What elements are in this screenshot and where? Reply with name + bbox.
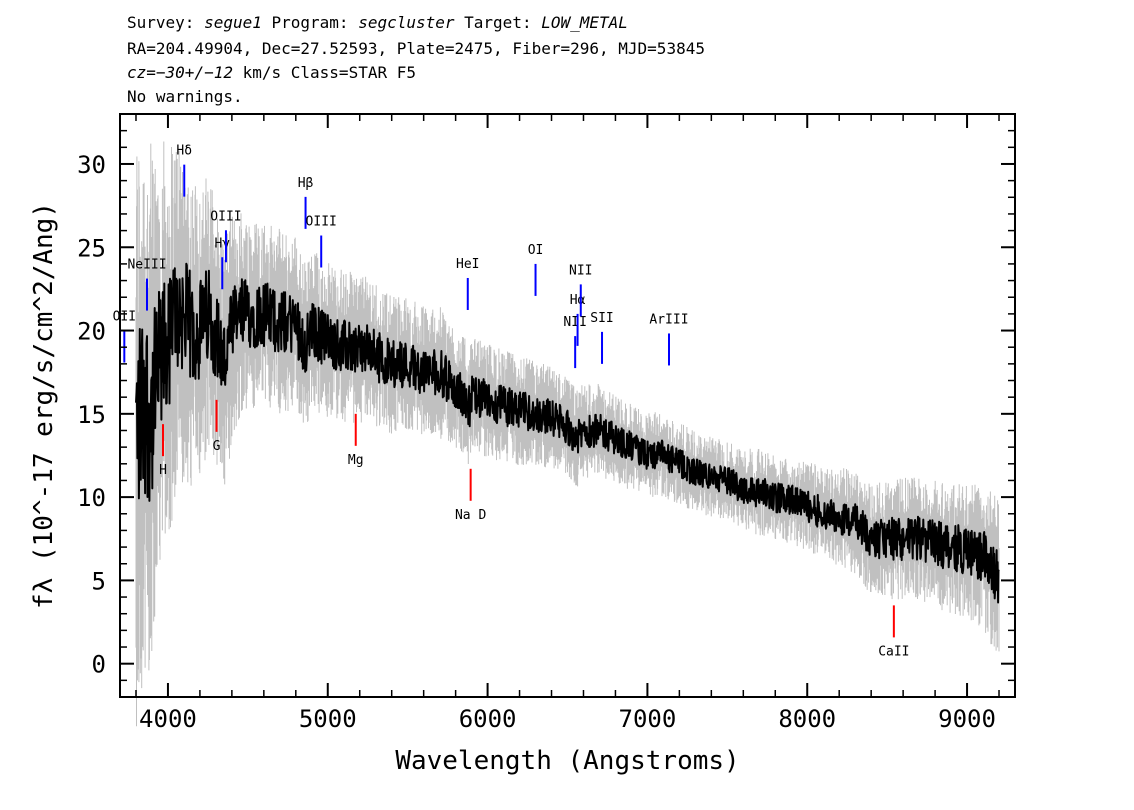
target-value: LOW_METAL <box>541 13 628 32</box>
program-label: Program: <box>261 13 359 32</box>
absorption-label: H <box>159 463 167 478</box>
x-tick-label: 4000 <box>139 705 197 733</box>
emission-label: NII <box>569 263 592 278</box>
emission-label: ArIII <box>649 312 688 327</box>
header-line-4: No warnings. <box>127 87 243 106</box>
emission-label: OIII <box>306 215 337 230</box>
x-axis-label: Wavelength (Angstroms) <box>395 746 739 776</box>
emission-label: NII <box>563 315 586 330</box>
survey-label: Survey: <box>127 13 205 32</box>
y-tick-label: 20 <box>77 318 106 346</box>
axis-ticks: 4000 5000 6000 7000 8000 9000 0 5 10 15 20 25 30 <box>77 113 1015 733</box>
target-label: Target: <box>454 13 542 32</box>
x-tick-label: 5000 <box>299 705 357 733</box>
x-tick-label: 6000 <box>459 705 517 733</box>
x-tick-label: 7000 <box>619 705 677 733</box>
y-tick-label: 0 <box>92 651 106 679</box>
emission-label: OIII <box>210 209 241 224</box>
absorption-label: Mg <box>348 453 364 468</box>
absorption-label: CaII <box>878 644 909 659</box>
emission-label: HeI <box>456 257 479 272</box>
y-axis-label: fλ (10^-17 erg/s/cm^2/Ang) <box>29 202 59 609</box>
y-tick-label: 5 <box>92 567 106 595</box>
absorption-label: G <box>213 439 221 454</box>
absorption-label: Na D <box>455 508 486 523</box>
emission-label: Hγ <box>214 236 230 251</box>
emission-label: NeIII <box>127 258 166 273</box>
cz-value: −30+/−12 <box>155 63 233 82</box>
plot-frame <box>119 113 1016 698</box>
y-tick-label: 25 <box>77 234 106 262</box>
emission-label: OI <box>528 243 544 258</box>
header-line-2: RA=204.49904, Dec=27.52593, Plate=2475, … <box>127 39 705 58</box>
emission-label: Hδ <box>176 144 192 159</box>
header-line-1: Survey: segue1 Program: segcluster Targe… <box>127 14 628 32</box>
flux-line <box>135 262 1000 604</box>
emission-label: SII <box>590 311 613 326</box>
program-value: segcluster <box>358 13 455 32</box>
emission-label: Hα <box>570 293 586 308</box>
x-tick-label: 9000 <box>938 705 996 733</box>
flux-layer <box>135 262 1000 604</box>
y-tick-label: 30 <box>77 151 106 179</box>
survey-value: segue1 <box>204 13 262 32</box>
y-tick-label: 10 <box>77 484 106 512</box>
cz-label: cz= <box>127 63 156 82</box>
header-line-3: cz=−30+/−12 km/s Class=STAR F5 <box>127 64 416 82</box>
y-tick-label: 15 <box>77 401 106 429</box>
line-markers: OII NeIII Hδ Hγ OIII Hβ OIII HeI OI NII Hα NII SII Ar… <box>113 144 910 660</box>
class-text: km/s Class=STAR F5 <box>232 63 416 82</box>
emission-label: Hβ <box>298 176 314 191</box>
x-tick-label: 8000 <box>778 705 836 733</box>
emission-label: OII <box>113 310 136 325</box>
